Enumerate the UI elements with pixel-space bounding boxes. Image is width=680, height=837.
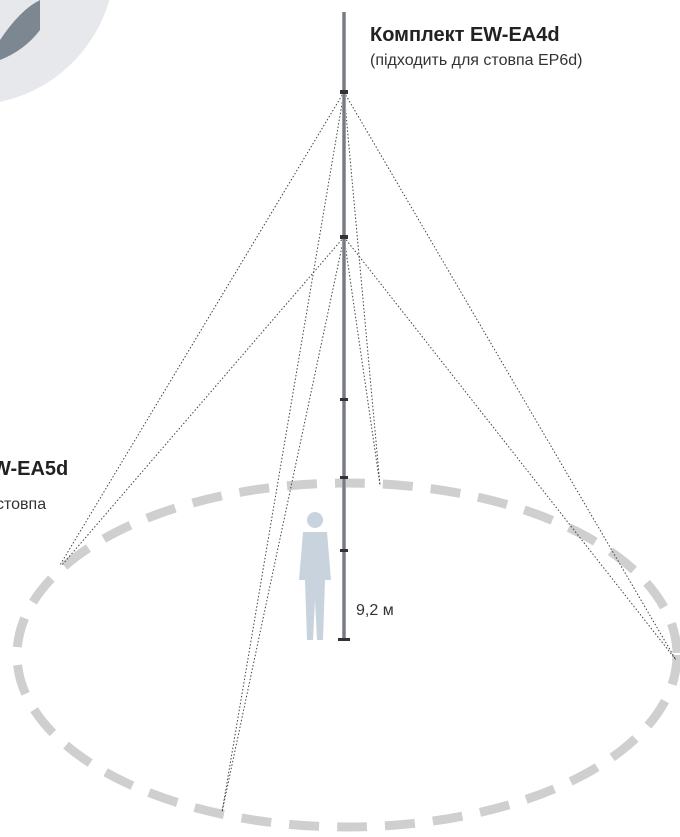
kit-title: Комплект EW-EA4d [370,24,560,46]
coverage-ring [12,478,680,832]
side-kit-note: стовпа [0,496,47,513]
mast [338,12,350,641]
height-label: 9,2 м [356,602,394,619]
product-photo [0,0,40,60]
side-kit-title: W-EA5d [0,458,69,480]
guy-lines [59,91,677,813]
product-photo-bg [0,0,110,102]
kit-note: (підходить для стовпа EP6d) [370,52,583,69]
person [299,512,331,640]
